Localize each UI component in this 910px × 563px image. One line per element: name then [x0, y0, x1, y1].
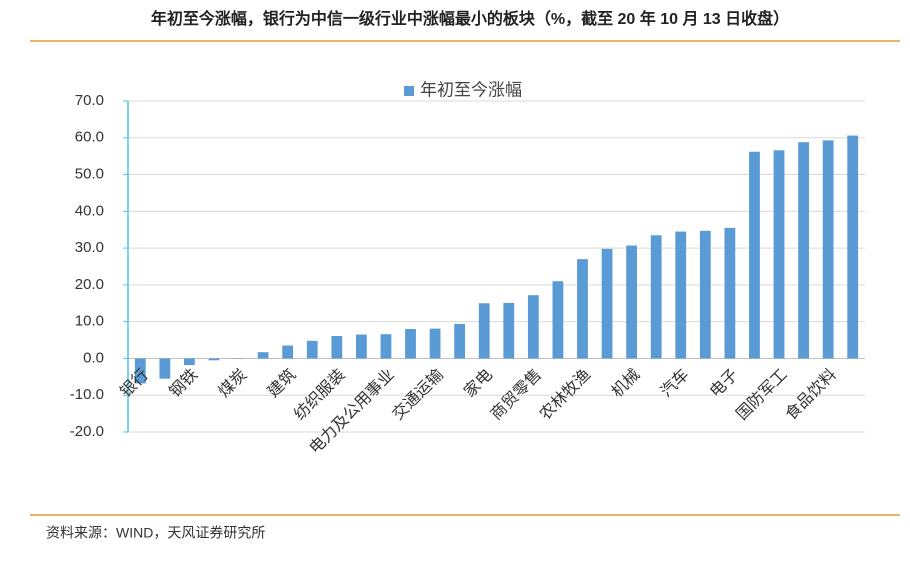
y-tick-label: 50.0 [75, 166, 104, 183]
bar [650, 235, 662, 359]
bar [675, 231, 687, 359]
bar [626, 245, 638, 359]
bar [134, 358, 146, 384]
x-tick-label: 国防军工 [733, 366, 791, 424]
bar [159, 358, 171, 379]
bar [773, 150, 785, 359]
y-tick-label: 40.0 [75, 202, 104, 219]
y-tick-label: 10.0 [75, 313, 104, 330]
bar [282, 345, 294, 359]
bar [208, 358, 220, 361]
bar [724, 227, 736, 359]
bar [798, 142, 809, 359]
x-tick-label: 交通运输 [389, 366, 447, 424]
bar [429, 328, 441, 359]
chart-title: 年初至今涨幅，银行为中信一级行业中涨幅最小的板块（%，截至 20 年 10 月 … [151, 9, 789, 28]
bar [257, 352, 269, 359]
y-tick-label: -10.0 [70, 386, 104, 403]
y-tick-label: 30.0 [75, 239, 104, 256]
bar [355, 334, 367, 359]
bar [847, 135, 859, 359]
y-tick-label: 0.0 [83, 349, 104, 366]
bar [699, 230, 711, 359]
bar [478, 303, 490, 359]
bar [822, 140, 834, 359]
bar [331, 336, 343, 359]
legend-swatch [404, 86, 414, 96]
legend-label: 年初至今涨幅 [420, 80, 522, 99]
x-tick-label: 农林牧渔 [536, 366, 594, 424]
bar [184, 358, 195, 366]
x-tick-label: 商贸零售 [487, 366, 545, 424]
source-note: 资料来源：WIND，天风证券研究所 [46, 525, 265, 541]
bar [306, 340, 318, 359]
y-tick-label: -20.0 [70, 423, 104, 440]
bar [380, 334, 392, 359]
bar [527, 295, 539, 359]
x-tick-label: 电力及公用事业 [306, 366, 398, 458]
y-tick-label: 60.0 [75, 129, 104, 146]
bar [749, 151, 760, 359]
bar [601, 248, 613, 359]
bar [503, 302, 515, 359]
bar [405, 329, 416, 359]
bar [577, 259, 588, 359]
x-tick-label: 食品饮料 [782, 366, 840, 424]
y-tick-label: 20.0 [75, 276, 104, 293]
bar [454, 323, 466, 359]
bar [552, 281, 564, 359]
y-tick-label: 70.0 [75, 92, 104, 109]
